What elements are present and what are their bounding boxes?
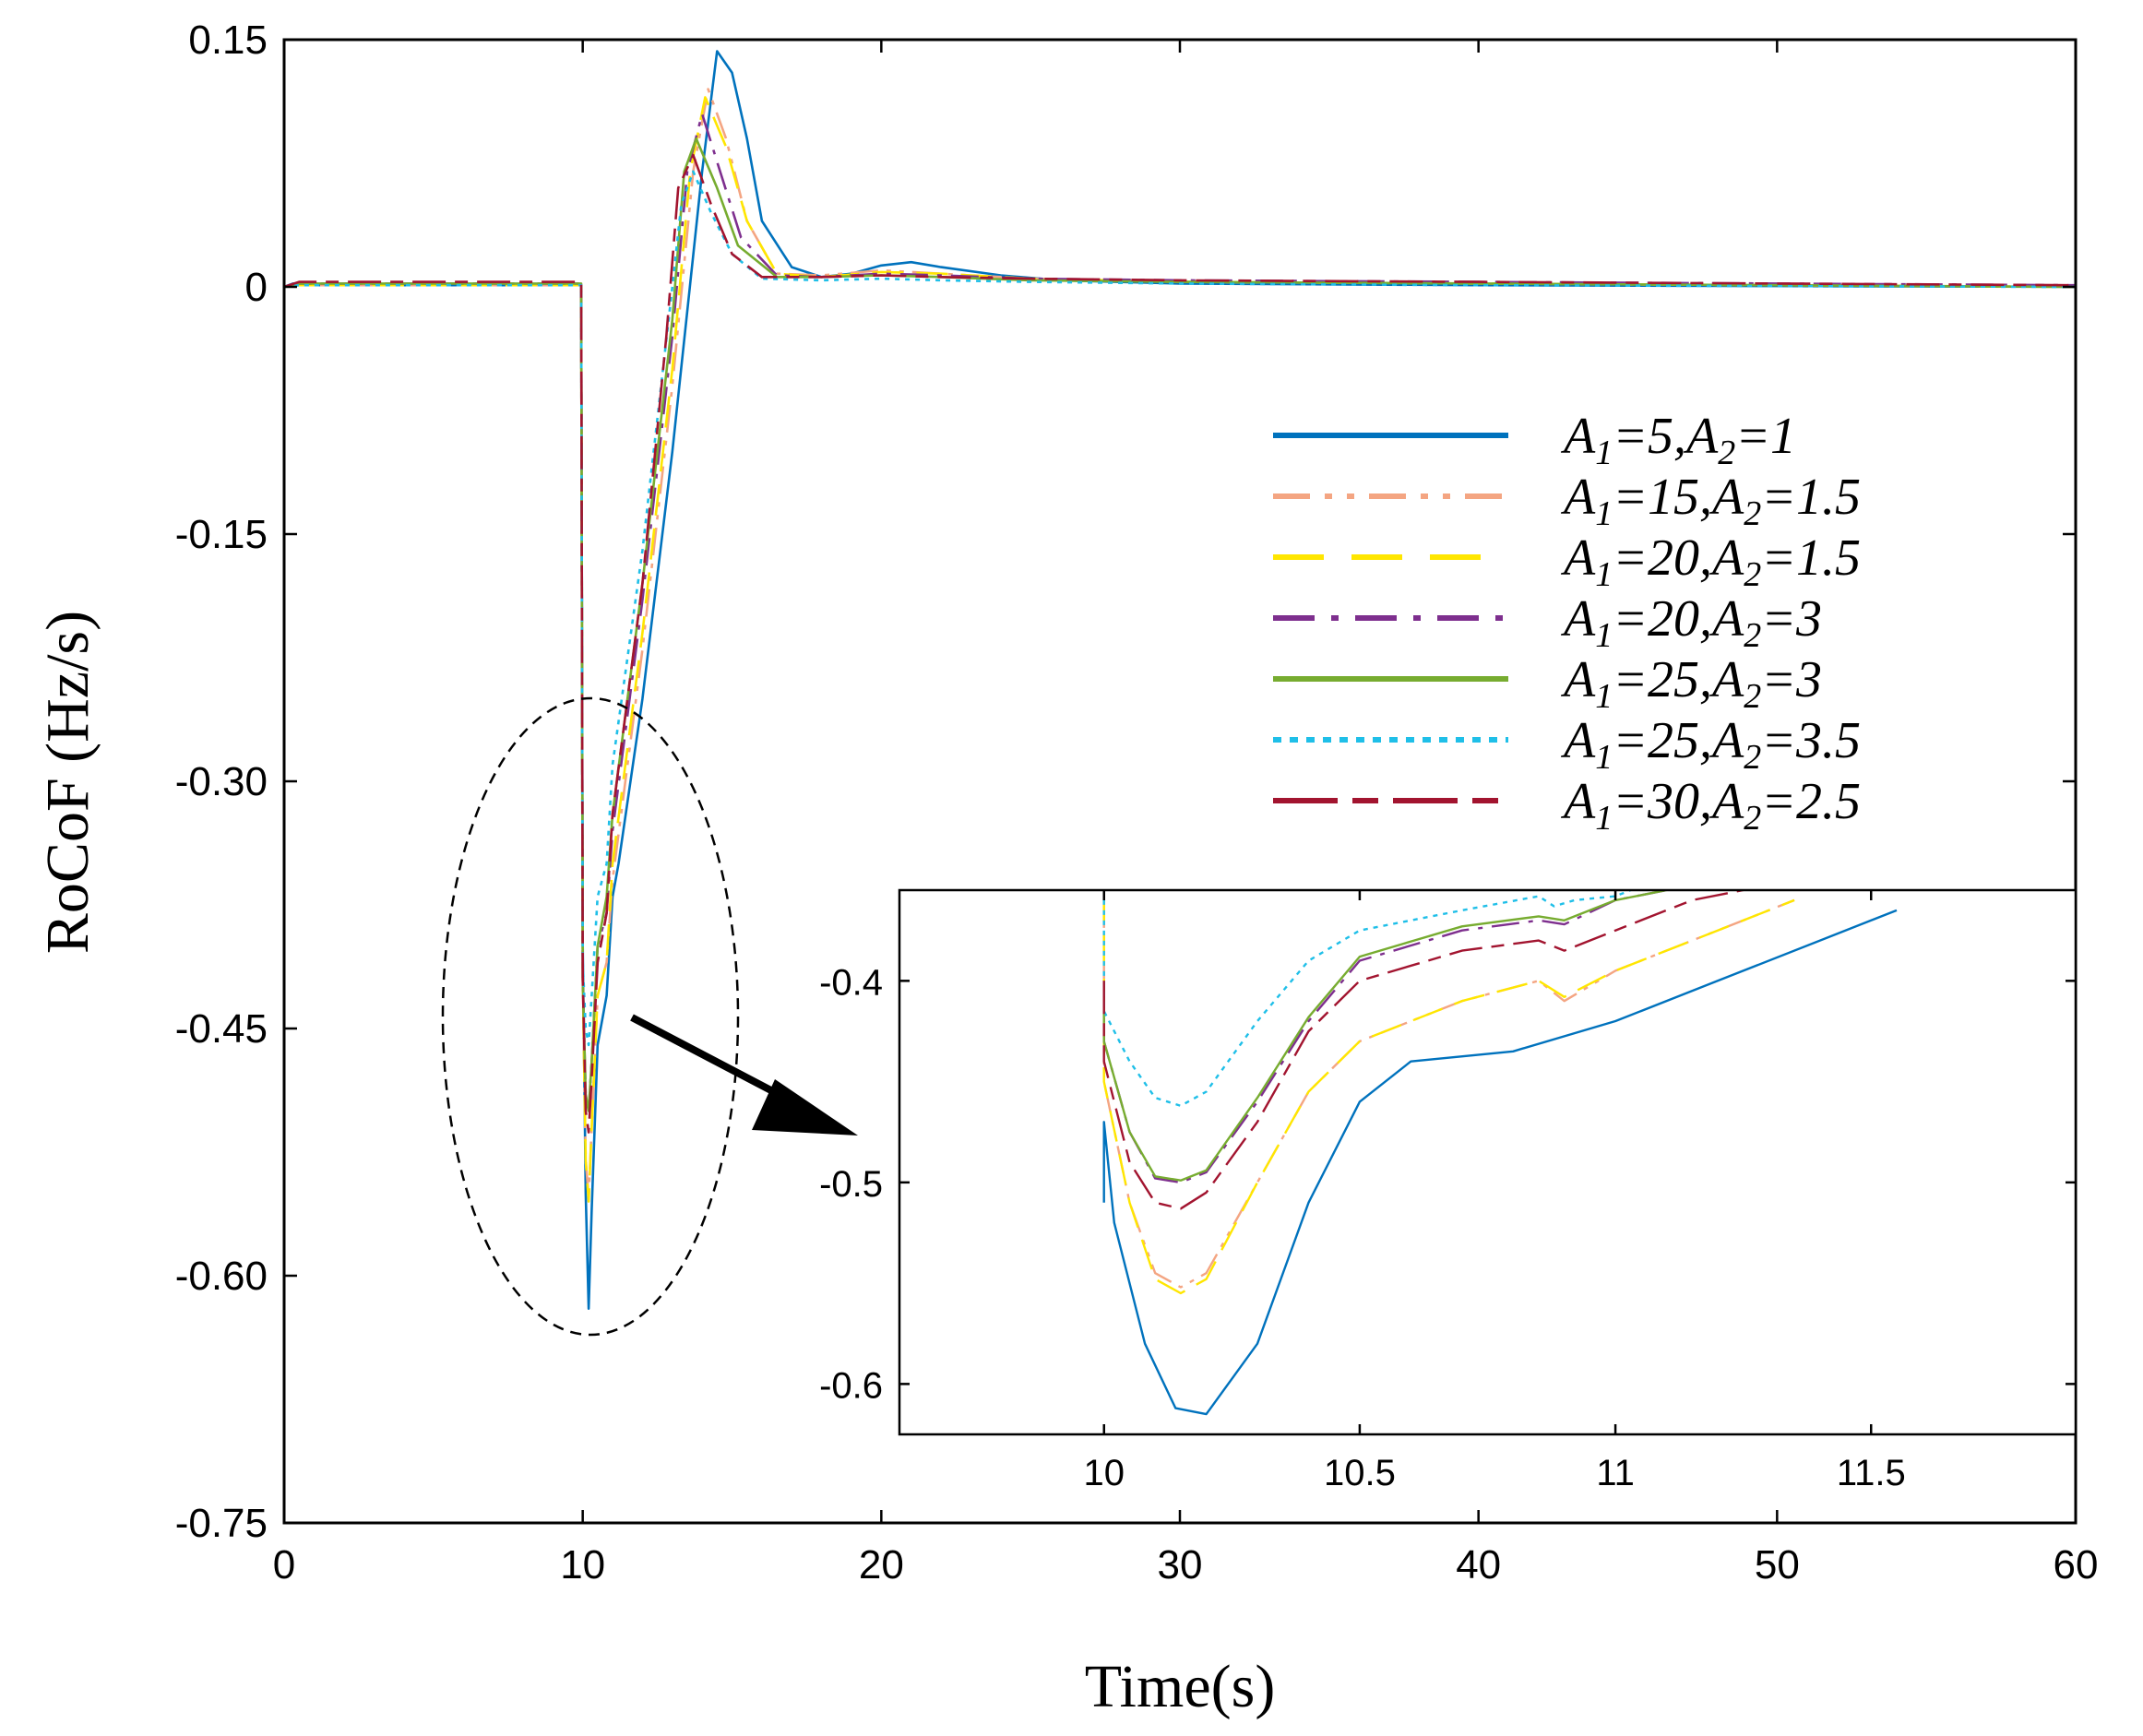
legend-label-6: A1=25,A2=3.5 [1560,712,1861,777]
main-x-tick-label: 10 [560,1542,605,1587]
main-series-1-line [283,50,2077,1310]
inset-series-3-line [1102,890,1795,1295]
main-y-tick-label: 0 [245,265,268,310]
main-x-tick-label: 50 [1755,1542,1800,1587]
main-ticks-group: 0 10 20 30 40 50 60 0.15 0 -0.15 -0.30 -0.45 -0.60 -0… [175,18,2099,1587]
inset-ticks-group: 10 10.5 11 11.5 -0.4 -0.5 -0.6 [819,890,2076,1493]
main-series-6-line [283,170,2077,1047]
main-y-tick-label: -0.30 [175,759,268,804]
main-y-tick-label: -0.45 [175,1006,268,1052]
x-axis-title: Time(s) [1085,1653,1276,1720]
main-x-tick-label: 60 [2054,1542,2099,1587]
inset-series-group [1102,890,1898,1416]
inset-x-tick-label: 10.5 [1324,1453,1396,1493]
inset-x-tick-label: 11.5 [1837,1453,1906,1493]
inset-background [899,890,2076,1434]
main-x-tick-label: 0 [273,1542,295,1587]
main-x-tick-label: 20 [859,1542,904,1587]
inset-y-tick-label: -0.5 [819,1164,883,1205]
inset-plot-frame [898,888,2078,1436]
inset-x-tick-label: 11 [1596,1453,1635,1493]
main-series-4-line [283,113,2077,1112]
inset-series-1-line [1102,909,1898,1416]
legend-label-4: A1=20,A2=3 [1560,590,1822,655]
legend: A1=5,A2=1A1=15,A2=1.5A1=20,A2=1.5A1=20,A… [1273,408,1861,838]
legend-label-5: A1=25,A2=3 [1560,651,1822,716]
legend-label-7: A1=30,A2=2.5 [1560,773,1861,838]
y-axis-title: RoCoF (Hz/s) [34,611,101,954]
inset-series-5-line [1102,890,1667,1182]
main-series-group [283,50,2077,1310]
main-x-tick-label: 40 [1456,1542,1501,1587]
inset-y-tick-label: -0.6 [819,1365,883,1406]
main-series-7-line [283,153,2077,1134]
main-y-tick-label: -0.60 [175,1254,268,1299]
legend-label-2: A1=15,A2=1.5 [1560,469,1861,533]
inset-series-7-line [1102,890,1744,1210]
inset-y-tick-label: -0.4 [819,962,883,1003]
main-x-tick-label: 30 [1158,1542,1203,1587]
main-y-tick-label: 0.15 [188,18,268,63]
zoom-arrow-head [752,1079,858,1136]
inset-x-tick-label: 10 [1083,1453,1125,1493]
legend-label-3: A1=20,A2=1.5 [1560,529,1861,594]
main-y-tick-label: -0.75 [175,1501,268,1546]
legend-label-1: A1=5,A2=1 [1560,408,1796,472]
main-y-tick-label: -0.15 [175,512,268,557]
zoom-region-ellipse [441,696,740,1337]
